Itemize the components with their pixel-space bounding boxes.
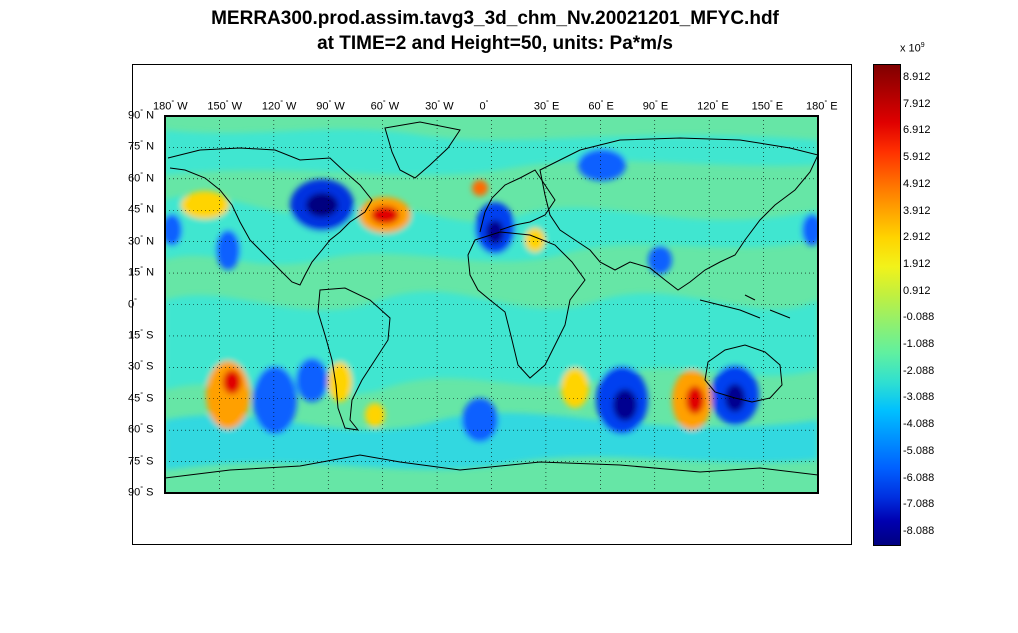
field-low <box>253 366 297 434</box>
colorbar-tick-label: -3.088 <box>903 391 935 404</box>
field-high <box>181 191 229 219</box>
latitude-label: 15° S <box>128 328 154 342</box>
colorbar-tick-label: -4.088 <box>903 418 935 431</box>
colorbar-tick-label: 0.912 <box>903 284 931 297</box>
field-low <box>578 149 626 181</box>
map-title-line-1: MERRA300.prod.assim.tavg3_3d_chm_Nv.2002… <box>211 8 779 29</box>
field-high <box>371 206 399 224</box>
coastline-africa <box>467 231 586 379</box>
colorbar-tick-label: -5.088 <box>903 444 935 457</box>
longitude-label: 120° W <box>261 100 297 113</box>
colorbar-tick-label: 4.912 <box>903 177 931 190</box>
latitude-label: 75° S <box>128 454 154 468</box>
field-low <box>486 220 504 244</box>
colorbar-tick-label: 5.912 <box>903 151 931 164</box>
longitude-label: 120° E <box>697 100 729 113</box>
latitude-label: 30° N <box>128 234 155 248</box>
field-high <box>328 362 352 402</box>
field-low <box>296 358 328 402</box>
coastline-maritime-asia <box>699 294 791 319</box>
field-region <box>165 412 818 470</box>
latitude-label: 90° N <box>128 109 155 122</box>
latitude-label: 60° N <box>128 171 155 185</box>
coastline-antarctica <box>165 454 818 479</box>
map-title-line-2: at TIME=2 and Height=50, units: Pa*m/s <box>317 33 673 54</box>
colorbar-tick-label: -8.088 <box>903 525 935 537</box>
coastline-greenland <box>384 121 461 179</box>
field-low <box>462 398 498 442</box>
longitude-label: 30° E <box>533 100 560 113</box>
latitude-label: 30° S <box>128 360 154 373</box>
coastline-north-america <box>167 147 373 286</box>
colorbar-tick-label: 3.912 <box>903 204 931 217</box>
colorbar-tick-label: -7.088 <box>903 498 935 511</box>
colorbar-tick-label: -2.088 <box>903 364 935 377</box>
map-border <box>164 115 819 494</box>
coastline-asia <box>539 137 818 291</box>
field-high <box>561 368 589 408</box>
colorbar-tick-label: -6.088 <box>903 471 935 484</box>
latitude-label: 45° S <box>128 391 154 405</box>
longitude-label: 60° W <box>370 100 400 113</box>
longitude-label: 60° E <box>588 100 614 113</box>
longitude-label: 90° W <box>316 100 345 113</box>
colorbar-tick-label: 8.912 <box>903 71 931 83</box>
field-low <box>648 246 672 274</box>
field-low <box>216 230 240 270</box>
colorbar-tick-label: 2.912 <box>903 231 931 244</box>
colorbar <box>873 64 901 546</box>
colorbar-tick-label: 1.912 <box>903 257 931 270</box>
longitude-label: 90° E <box>642 100 669 113</box>
latitude-label: 90° S <box>128 486 154 499</box>
colorbar-tick-label: -1.088 <box>903 338 935 351</box>
colorbar-exponent: x 109 <box>900 42 925 55</box>
field-high <box>686 386 704 414</box>
field-region <box>165 291 818 396</box>
colorbar-tick-label: 6.912 <box>903 124 931 137</box>
field-high <box>365 403 385 427</box>
longitude-label: 30° W <box>425 100 454 113</box>
field-high <box>472 180 488 196</box>
field-high <box>206 361 250 429</box>
field-high <box>223 370 241 394</box>
field-low <box>306 193 338 217</box>
longitude-label: 150° W <box>207 100 243 113</box>
latitude-label: 0° <box>128 297 137 311</box>
coastline-south-america <box>317 287 391 431</box>
colorbar-tick-label: 7.912 <box>903 97 931 110</box>
longitude-label: 180° W <box>153 100 188 113</box>
field-low <box>802 214 818 246</box>
graticule <box>165 116 818 493</box>
longitude-label: 150° E <box>751 100 784 113</box>
latitude-label: 60° S <box>128 423 154 436</box>
colorbar-tick-label: -0.088 <box>903 311 935 324</box>
latitude-label: 15° N <box>128 266 155 279</box>
coastline-australia <box>704 344 783 403</box>
coastlines <box>165 121 818 479</box>
latitude-label: 75° N <box>128 140 155 154</box>
latitude-label: 45° N <box>128 203 155 216</box>
field-low <box>613 389 637 421</box>
axes-frame <box>132 64 852 545</box>
longitude-label: 180° E <box>806 100 838 113</box>
longitude-label: 0° <box>479 100 489 113</box>
field-low <box>165 214 182 246</box>
field-high <box>525 228 545 252</box>
coastline-europe <box>479 169 556 233</box>
